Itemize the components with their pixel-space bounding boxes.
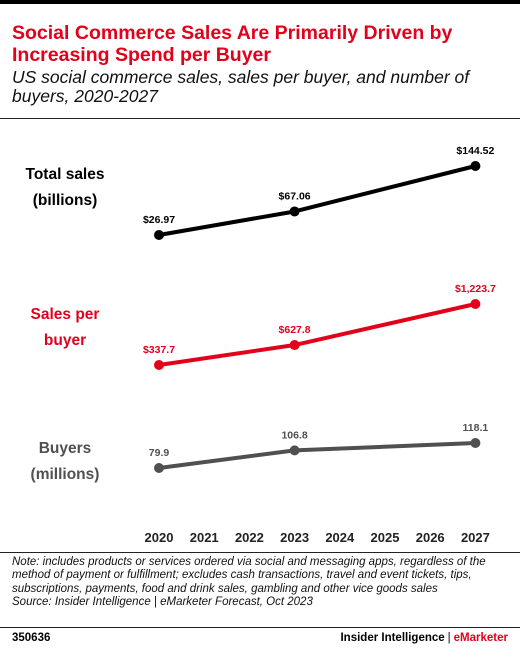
series-line [157,164,478,237]
data-point [470,161,481,171]
data-label: $144.52 [456,145,494,157]
data-label: 118.1 [463,422,489,434]
x-axis: 2020 2021 2022 2023 2024 2025 2026 2027 [145,530,490,545]
chart-subtitle: US social commerce sales, sales per buye… [12,67,470,106]
chart-title: Social Commerce Sales Are Primarily Driv… [12,22,453,66]
footnote: Note: includes products or services orde… [12,556,512,610]
series-label: (millions) [31,466,100,483]
data-point [470,299,481,309]
brand-emarketer: eMarketer [453,632,508,644]
data-point [154,463,164,473]
series-line [157,441,478,470]
data-point [289,445,300,456]
series-1: Total sales (billions) $26.97 $67.06 $144.52 [26,145,495,240]
data-label: 106.8 [281,429,307,441]
bottom-divider [0,627,520,628]
brand-separator: | [447,632,451,644]
x-tick-label: 2025 [371,530,400,545]
brand-insider-intelligence: Insider Intelligence [340,632,445,644]
x-tick-label: 2024 [325,530,355,545]
chart-id: 350636 [12,632,51,644]
data-label: $337.7 [143,344,175,356]
data-point [154,360,164,370]
line-chart: Total sales (billions) $26.97 $67.06 $144.52… [26,145,496,545]
x-tick-label: 2020 [145,530,174,545]
note-text: Note: includes products or services orde… [12,556,486,595]
data-label: $67.06 [279,190,311,202]
top-rule [0,0,520,4]
series-3: Buyers (millions) 79.9 106.8 118.1 [31,422,489,483]
data-point [154,230,164,240]
data-point [470,438,481,448]
data-point [289,340,300,351]
data-point [289,206,300,217]
header-divider [0,118,520,119]
x-tick-label: 2021 [190,530,219,545]
series-line [157,302,478,367]
series-label: buyer [44,332,86,349]
series-label: Buyers [39,440,92,457]
data-label: $1,223.7 [455,283,496,295]
brand-credit: Insider Intelligence | eMarketer [340,632,508,644]
x-tick-label: 2022 [235,530,264,545]
source-text: Source: Insider Intelligence | eMarketer… [12,596,313,609]
data-label: $627.8 [279,324,311,336]
x-tick-label: 2026 [416,530,445,545]
x-tick-label: 2023 [280,530,309,545]
data-label: $26.97 [143,214,175,226]
series-label: Sales per [31,306,100,323]
x-tick-label: 2027 [461,530,490,545]
data-label: 79.9 [149,447,170,459]
footer-divider [0,552,520,553]
series-2: Sales per buyer $337.7 $627.8 $1,223.7 [31,283,496,370]
series-label: Total sales [26,166,105,183]
series-label: (billions) [33,192,98,209]
